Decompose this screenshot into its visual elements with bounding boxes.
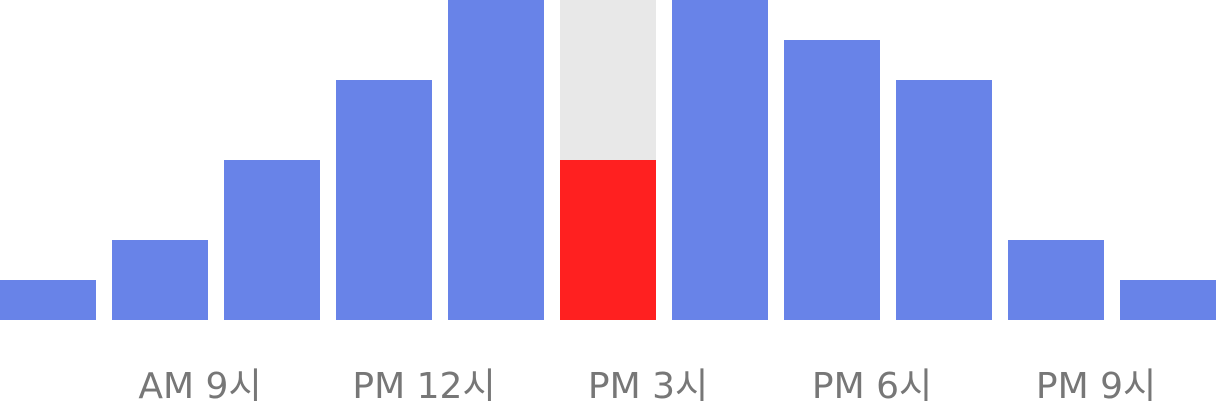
- bar: [112, 240, 208, 320]
- bar-current-hour: [560, 160, 656, 320]
- x-tick-label: PM 12시: [352, 366, 495, 407]
- bar: [336, 80, 432, 320]
- x-tick-label: PM 9시: [1036, 366, 1156, 407]
- x-tick-label: AM 9시: [138, 366, 261, 407]
- bar: [224, 160, 320, 320]
- bars-group: [0, 0, 1216, 320]
- x-tick-label: PM 3시: [588, 366, 708, 407]
- bar: [896, 80, 992, 320]
- bar: [0, 280, 96, 320]
- bar: [1120, 280, 1216, 320]
- bar: [784, 40, 880, 320]
- bar: [1008, 240, 1104, 320]
- bar: [672, 0, 768, 320]
- x-tick-label: PM 6시: [812, 366, 932, 407]
- bar: [448, 0, 544, 320]
- x-tick-labels: AM 9시 PM 12시 PM 3시 PM 6시 PM 9시: [138, 366, 1156, 407]
